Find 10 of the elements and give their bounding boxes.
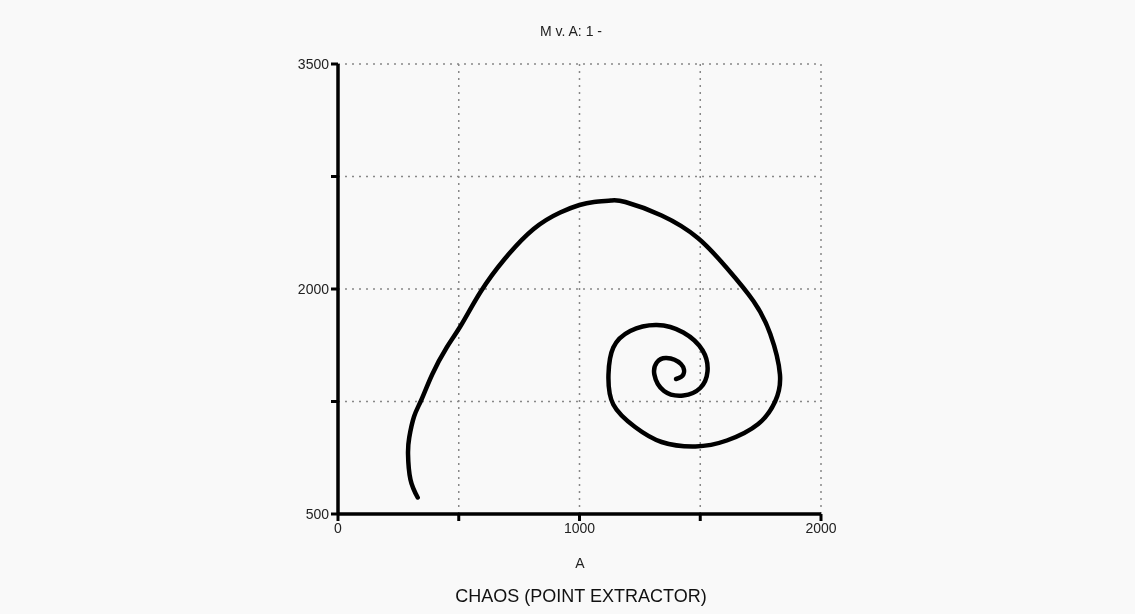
text: CHAOS (POINT EXTRACTOR)	[454, 585, 708, 607]
line-series	[405, 198, 783, 500]
y-tick-label: 500	[305, 505, 330, 522]
y-tick-label: 2000	[297, 280, 330, 297]
x-axis-title: A	[574, 554, 586, 572]
x-tick-label: 1000	[563, 519, 596, 536]
x-tick-label: 0	[334, 519, 343, 536]
y-tick-label: 3500	[297, 55, 330, 72]
chart-title: M v. A: 1 -	[539, 22, 603, 40]
x-tick-label: 2000	[805, 519, 837, 536]
